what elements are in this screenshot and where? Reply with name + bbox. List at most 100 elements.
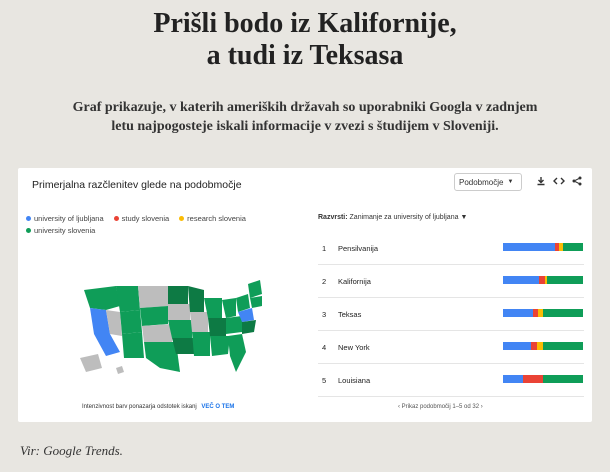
comparison-bar [503,309,583,317]
bar-segment [531,342,538,350]
map-state[interactable] [168,320,192,338]
bar-segment [539,276,545,284]
series-dot-icon [113,216,119,221]
map-state[interactable] [192,332,210,356]
download-icon[interactable] [536,176,546,189]
us-map[interactable] [76,276,266,376]
source-note: Vir: Google Trends. [20,443,123,458]
map-state[interactable] [188,286,204,312]
region-select[interactable]: Podobmočje ▼ [454,173,522,191]
map-state[interactable] [236,294,250,312]
sort-control[interactable]: Razvrsti: Zanimanje za university of lju… [318,214,467,221]
legend-item[interactable]: university of ljubljana [26,214,104,223]
map-state[interactable] [172,338,194,354]
pagination: ‹ Prikaz podobmočij 1–5 od 32 › [398,404,483,410]
map-state[interactable] [210,336,230,356]
bar-segment [537,342,543,350]
map-state[interactable] [144,342,180,372]
bar-segment [542,342,583,350]
bar-segment [555,243,559,251]
region-name: Louisiana [338,376,371,385]
bar-segment [542,309,583,317]
map-state[interactable] [204,298,222,318]
map-state[interactable] [84,286,120,310]
map-state[interactable] [190,312,208,332]
region-row[interactable]: 3 Teksas [318,298,584,331]
learn-more-link[interactable]: VEČ O TEM [201,404,235,410]
region-rank: 2 [322,277,327,286]
region-rank: 5 [322,376,327,385]
comparison-bar [503,375,583,383]
region-row[interactable]: 4 New York [318,331,584,364]
map-state[interactable] [90,308,120,356]
bar-segment [563,243,583,251]
region-row[interactable]: 2 Kalifornija [318,265,584,298]
chevron-right-icon[interactable]: › [480,404,483,410]
series-dot-icon [179,216,185,221]
comparison-bar [503,243,583,251]
map-state[interactable] [242,320,256,334]
chevron-left-icon[interactable]: ‹ [398,404,400,410]
region-select-value: Podobmočje [459,177,504,187]
map-state[interactable] [208,318,226,336]
map-state[interactable] [140,306,168,326]
legend-item[interactable]: study slovenia [113,214,170,223]
legend-item[interactable]: research slovenia [179,214,246,223]
bar-segment [559,243,563,251]
share-icon[interactable] [572,176,582,189]
bar-segment [503,276,539,284]
bar-segment [546,276,583,284]
sort-label: Razvrsti: [318,214,348,221]
region-name: Teksas [338,310,362,319]
legend-label: university slovenia [34,226,96,235]
series-dot-icon [26,228,31,233]
widget-title: Primerjalna razčlenitev glede na podobmo… [32,179,242,191]
embed-icon[interactable] [553,176,565,189]
map-state[interactable] [222,298,236,318]
bar-segment [503,243,555,251]
map-state[interactable] [106,310,122,336]
legend: university of ljubljana study slovenia r… [26,214,246,238]
map-state[interactable] [228,334,246,372]
legend-item[interactable]: university slovenia [26,226,95,235]
map-state-alaska[interactable] [80,354,102,372]
color-intensity-note: Intenzivnost barv ponazarja odstotek isk… [82,404,234,410]
bar-segment [523,375,543,383]
map-state[interactable] [250,296,262,308]
footnote-text: Intenzivnost barv ponazarja odstotek isk… [82,404,197,410]
subheadline-line-2: letu najpogosteje iskali informacije v z… [111,119,499,134]
map-state[interactable] [142,324,172,342]
region-list: 1 Pensilvanija 2 Kalifornija 3 Teksas 4 New Yor… [318,232,584,397]
region-row[interactable]: 5 Louisiana [318,364,584,397]
bar-segment [543,375,583,383]
trends-widget: Primerjalna razčlenitev glede na podobmo… [18,168,592,422]
bar-segment [503,375,523,383]
subheadline-line-1: Graf prikazuje, v katerih ameriških drža… [72,100,538,115]
chevron-down-icon: ▼ [460,214,468,221]
map-state[interactable] [226,316,242,334]
subheadline: Graf prikazuje, v katerih ameriških drža… [20,98,590,136]
map-state[interactable] [168,304,190,320]
bar-segment [533,309,539,317]
map-state[interactable] [116,286,140,312]
map-state[interactable] [248,280,262,298]
comparison-bar [503,342,583,350]
legend-label: study slovenia [121,214,170,223]
map-state-hawaii[interactable] [116,366,124,374]
comparison-bar [503,276,583,284]
map-state[interactable] [120,310,142,334]
bar-segment [503,309,534,317]
map-state[interactable] [138,286,168,308]
map-state[interactable] [168,286,188,304]
legend-label: research slovenia [187,214,246,223]
series-dot-icon [26,216,31,221]
region-row[interactable]: 1 Pensilvanija [318,232,584,265]
map-state[interactable] [238,308,254,322]
region-name: Pensilvanija [338,244,379,253]
headline-line-1: Prišli bodo iz Kalifornije, [153,8,457,39]
region-rank: 4 [322,343,327,352]
legend-label: university of ljubljana [34,214,104,223]
map-state[interactable] [122,332,144,358]
region-name: New York [338,343,370,352]
chevron-down-icon: ▼ [507,179,514,185]
